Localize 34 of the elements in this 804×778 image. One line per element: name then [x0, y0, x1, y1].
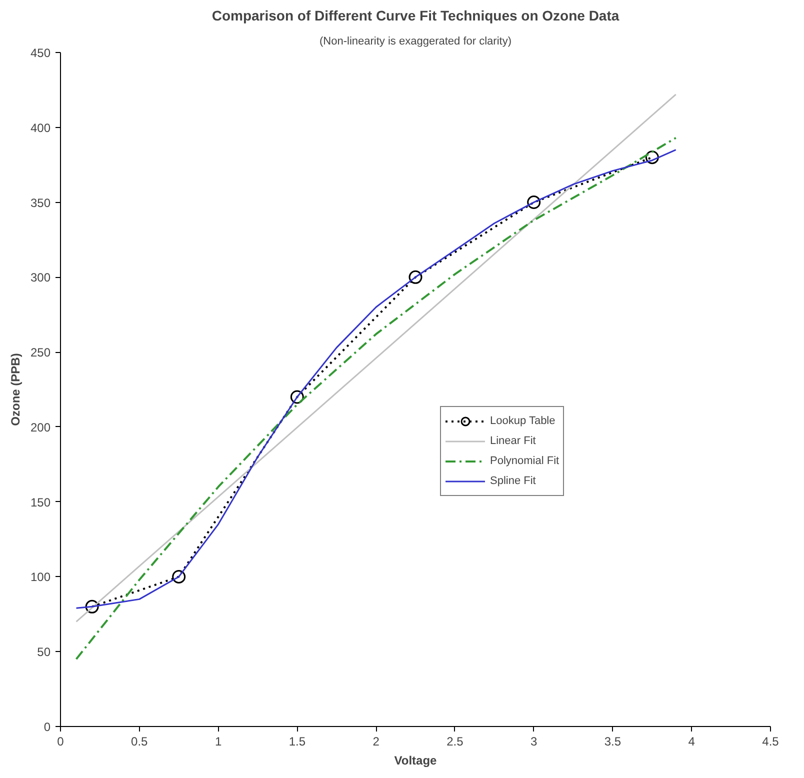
y-axis-title: Ozone (PPB) — [8, 353, 22, 426]
point — [527, 196, 541, 210]
x-axis-title: Voltage — [394, 754, 438, 768]
point — [85, 600, 99, 614]
legend-label: Spline Fit — [490, 475, 536, 487]
x-tick-label: 3 — [530, 734, 538, 748]
y-tick-label: 250 — [30, 346, 51, 360]
y-tick-label: 350 — [30, 196, 51, 210]
chart-title: Comparison of Different Curve Fit Techniques on Ozone Data — [212, 8, 620, 24]
legend-label: Linear Fit — [490, 435, 536, 447]
x-tick-label: 4 — [688, 734, 696, 748]
x-tick-label: 2.5 — [446, 734, 464, 748]
x-tick-label: 2 — [372, 734, 380, 748]
y-tick-label: 0 — [44, 720, 51, 734]
x-tick-label: 0.5 — [131, 734, 148, 748]
legend-label: Lookup Table — [490, 415, 556, 427]
x-tick-label: 3.5 — [604, 734, 622, 748]
point — [645, 150, 659, 164]
y-tick-label: 200 — [30, 420, 51, 434]
y-tick-label: 150 — [30, 495, 51, 510]
x-tick-label: 1.5 — [288, 734, 306, 748]
point — [408, 270, 422, 284]
legend-label: Polynomial Fit — [490, 455, 560, 467]
y-tick-label: 400 — [30, 120, 51, 135]
y-tick-label: 300 — [30, 270, 51, 285]
y-tick-label: 100 — [30, 570, 51, 584]
x-tick-label: 4.5 — [762, 734, 780, 748]
x-tick-label: 1 — [214, 734, 222, 748]
y-tick-label: 50 — [37, 645, 51, 660]
y-tick-label: 450 — [30, 46, 51, 60]
point — [172, 570, 186, 584]
point — [290, 390, 304, 404]
x-tick-label: 0 — [57, 734, 64, 748]
chart-subtitle: (Non-linearity is exaggerated for clarity) — [320, 36, 512, 48]
